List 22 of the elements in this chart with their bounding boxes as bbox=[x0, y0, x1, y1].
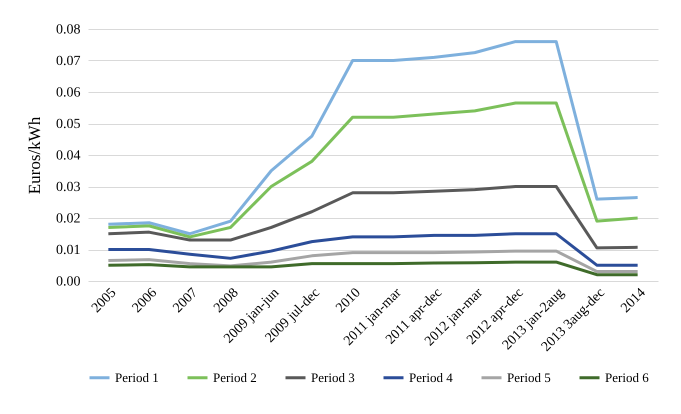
y-tick-label: 0.08 bbox=[56, 22, 80, 38]
legend-label: Period 4 bbox=[409, 370, 454, 385]
legend-label: Period 3 bbox=[311, 370, 355, 385]
legend-label: Period 5 bbox=[507, 370, 551, 385]
y-tick-label: 0.03 bbox=[56, 180, 80, 195]
line-series bbox=[106, 185, 640, 250]
y-tick-label: 0.05 bbox=[56, 117, 80, 132]
y-tick-label: 0.01 bbox=[56, 243, 80, 258]
line-series bbox=[106, 260, 640, 276]
legend-label: Period 1 bbox=[115, 370, 159, 385]
y-tick-label: 0.02 bbox=[56, 212, 80, 226]
y-axis-title: Euros/kWh bbox=[25, 116, 44, 194]
y-tick-label: 0.06 bbox=[56, 86, 80, 100]
legend-label: Period 2 bbox=[213, 370, 257, 385]
y-tick-label: 0.07 bbox=[56, 54, 80, 69]
y-tick-label: 0.04 bbox=[56, 148, 80, 164]
line-series bbox=[106, 232, 640, 267]
line-series bbox=[106, 250, 640, 274]
line-series bbox=[106, 102, 640, 238]
y-tick-label: 0.00 bbox=[56, 274, 80, 290]
line-series bbox=[106, 40, 640, 236]
legend-label: Period 6 bbox=[605, 370, 650, 385]
